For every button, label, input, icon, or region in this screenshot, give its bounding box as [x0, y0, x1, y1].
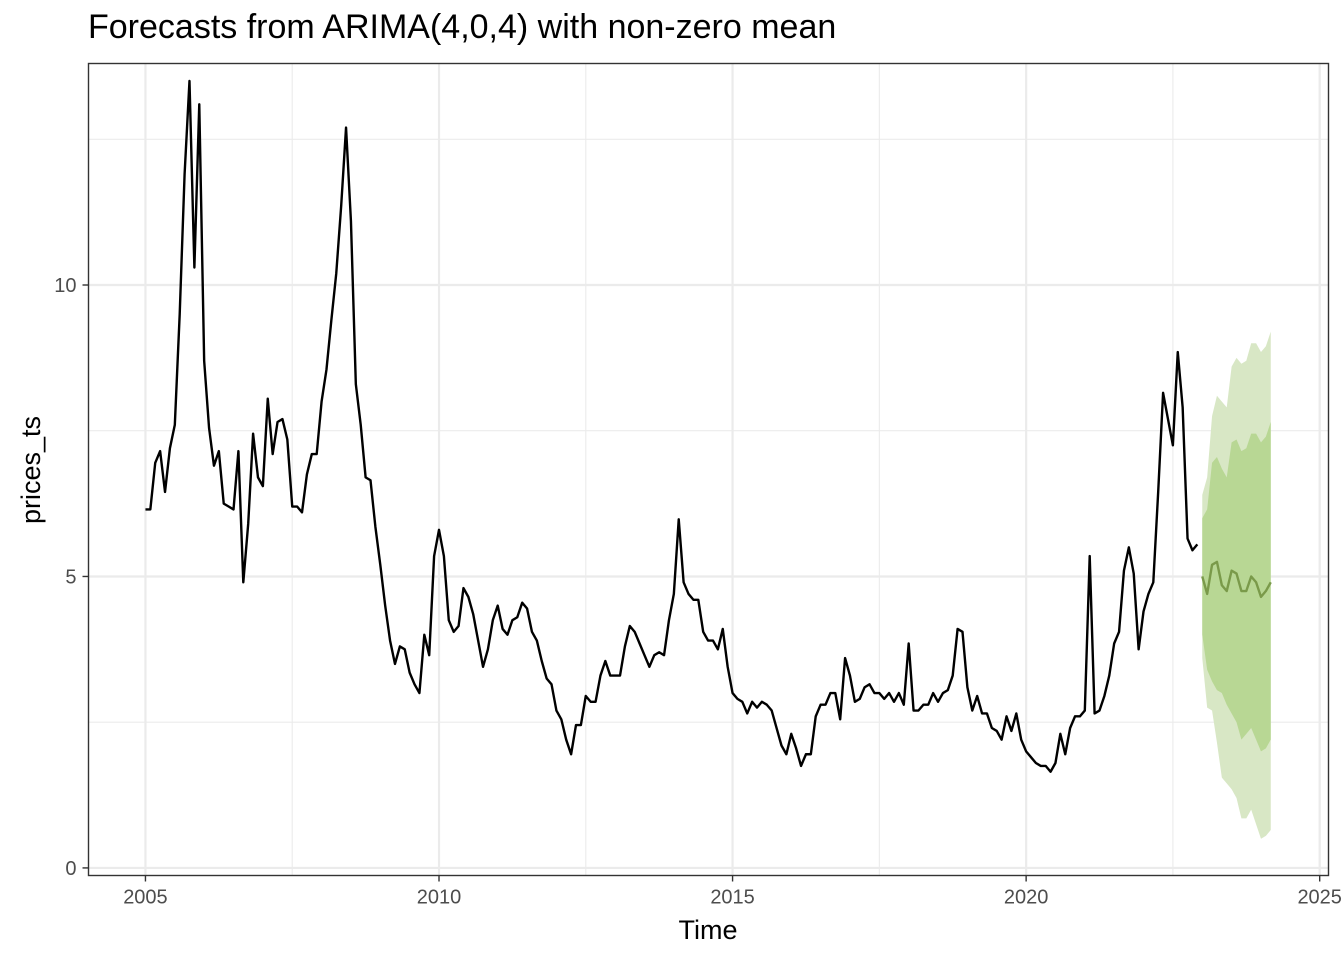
x-tick-label: 2005 [123, 887, 168, 909]
x-tick-label: 2010 [417, 887, 462, 909]
x-axis-title: Time [679, 915, 738, 945]
y-tick-label: 5 [65, 566, 76, 588]
observed-series-line [145, 79, 1199, 773]
axis-ticks: 2005 2010 2015 2020 2025 0 5 10 [54, 275, 1342, 908]
plot-panel-background [88, 63, 1329, 876]
y-axis-title: prices_ts [16, 416, 46, 524]
chart-title: Forecasts from ARIMA(4,0,4) with non-zer… [88, 8, 837, 46]
y-tick-label: 10 [54, 275, 76, 297]
major-gridlines [88, 63, 1329, 876]
x-tick-label: 2025 [1297, 887, 1342, 909]
y-tick-label: 0 [65, 858, 76, 880]
series-lines [145, 79, 1272, 773]
prediction-intervals [1202, 331, 1271, 839]
x-tick-label: 2015 [710, 887, 755, 909]
minor-gridlines [88, 63, 1329, 876]
band-80 [1202, 421, 1271, 752]
forecast-mean-line [1201, 560, 1272, 599]
x-tick-label: 2020 [1004, 887, 1049, 909]
plot-panel-border [87, 62, 1330, 877]
